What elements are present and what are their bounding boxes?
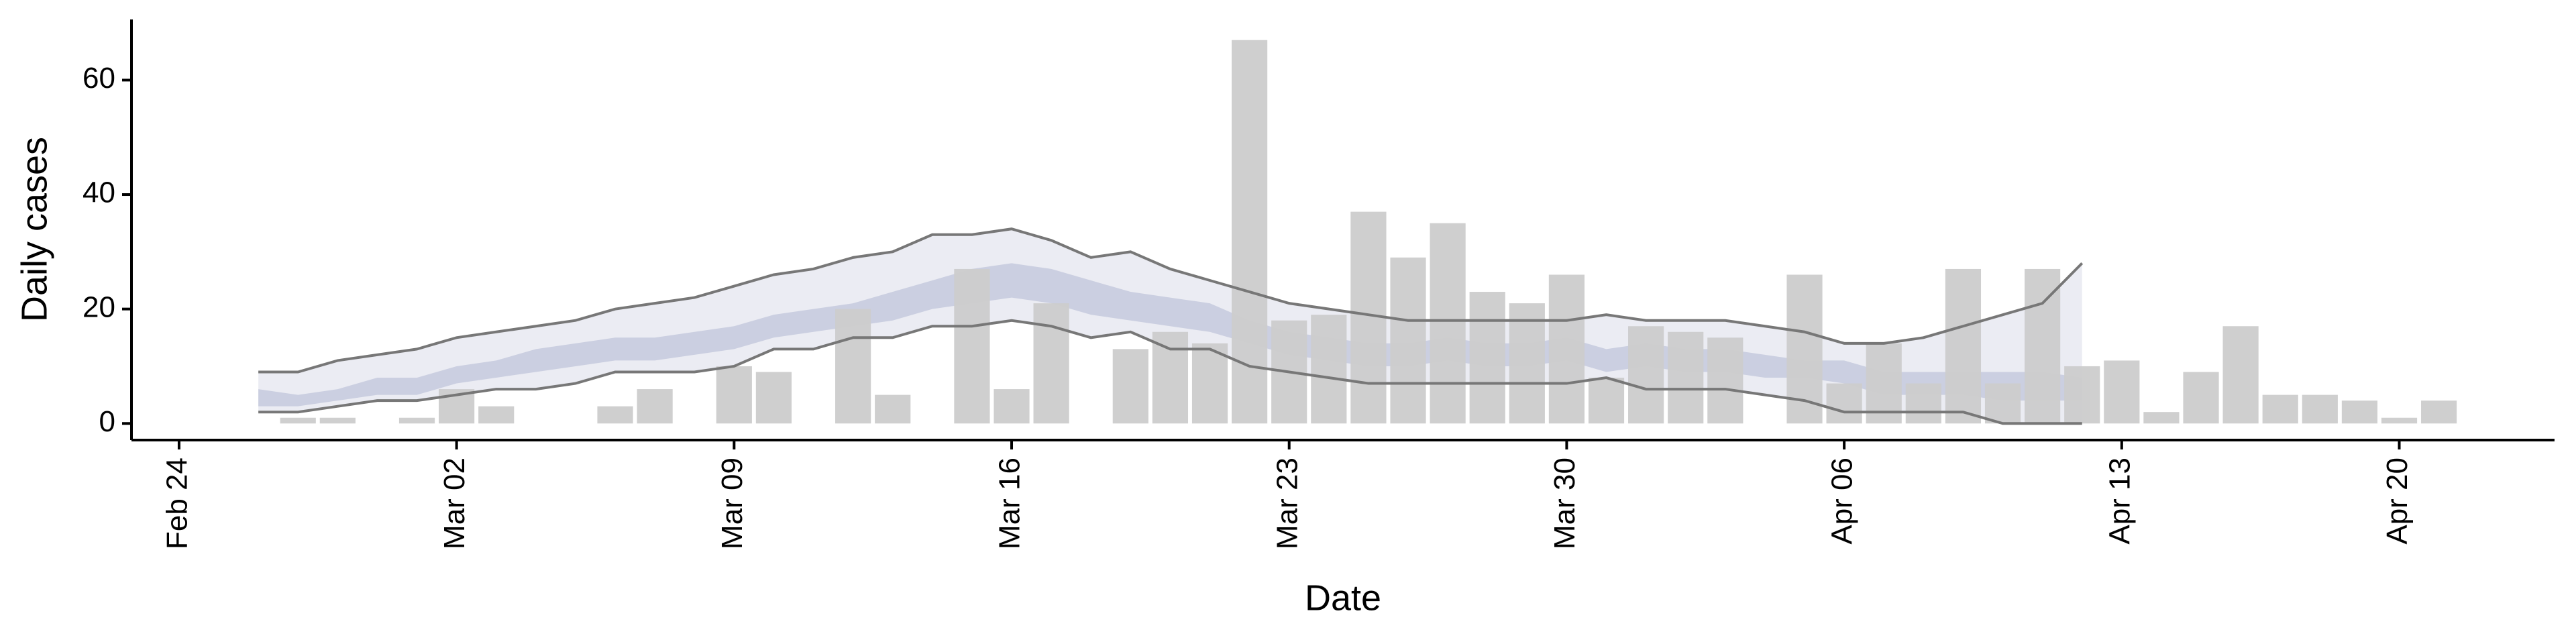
bar [2381, 417, 2418, 424]
bar [1430, 223, 1466, 424]
x-tick-label: Apr 13 [2103, 458, 2136, 545]
bar [637, 389, 673, 424]
x-tick-label: Mar 02 [438, 458, 471, 549]
band-edge [258, 319, 2082, 425]
bar [1588, 378, 1625, 424]
bar [2262, 394, 2298, 424]
bar [398, 417, 435, 424]
x-tick-label: Apr 20 [2381, 458, 2414, 545]
bar [1191, 343, 1228, 424]
bar [1469, 292, 1505, 424]
bar [1509, 303, 1545, 424]
bar [1945, 268, 1982, 424]
y-axis-title: Daily cases [14, 137, 54, 322]
bar [1232, 40, 1268, 424]
bar [875, 394, 911, 424]
y-tick-label: 20 [83, 290, 115, 323]
bar [2104, 360, 2140, 424]
bar [1033, 303, 1069, 424]
x-tick-label: Mar 16 [994, 458, 1026, 549]
bar [2421, 400, 2457, 424]
bar [1984, 383, 2021, 424]
band-edge [258, 227, 2084, 374]
x-tick-label: Mar 09 [716, 458, 749, 549]
y-tick-label: 60 [83, 62, 115, 95]
bar [994, 389, 1030, 424]
bar [478, 406, 515, 424]
bar [2064, 366, 2100, 424]
y-tick-label: 0 [99, 405, 115, 438]
bar [597, 406, 633, 424]
bar [2183, 372, 2219, 424]
bar [2341, 400, 2378, 424]
bar [319, 417, 356, 424]
bar [1548, 274, 1585, 424]
bar [1311, 315, 1347, 424]
bar [2222, 326, 2259, 424]
bar [1112, 349, 1148, 424]
bar [280, 417, 316, 424]
x-tick-label: Feb 24 [161, 458, 194, 549]
bar [954, 268, 990, 424]
x-axis-title: Date [1305, 578, 1381, 618]
bar [2025, 268, 2061, 424]
bar [716, 366, 752, 424]
y-tick-label: 40 [83, 176, 115, 209]
bar [1390, 257, 1426, 424]
bar [755, 372, 792, 424]
bar [1668, 331, 1704, 424]
bar [2302, 394, 2338, 424]
bar [1826, 383, 1862, 424]
bar [1707, 337, 1743, 424]
bar [1905, 383, 1941, 424]
x-tick-label: Apr 06 [1826, 458, 1859, 545]
bar [835, 309, 871, 424]
x-tick-label: Mar 30 [1548, 458, 1581, 549]
bar [1866, 343, 1902, 424]
bar [1152, 331, 1189, 424]
bar [2143, 412, 2180, 424]
x-tick-label: Mar 23 [1271, 458, 1303, 549]
bar [1628, 326, 1664, 424]
